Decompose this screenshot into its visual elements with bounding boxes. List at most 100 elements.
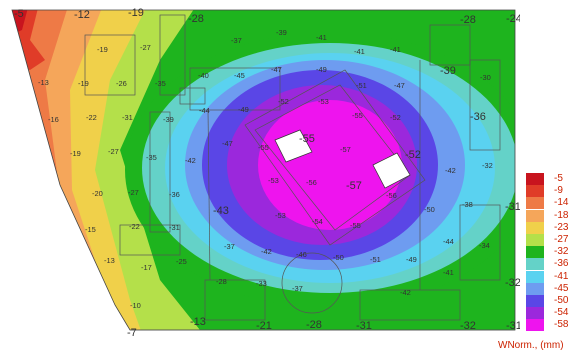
contour-value-label: -49 (316, 65, 327, 74)
contour-value-label: -51 (370, 255, 381, 264)
contour-labels: -5 -12 -19 -28 -28 -24 -13 -19 -27 -19 -26 -35 -37 -3… (14, 7, 520, 339)
legend-swatch (526, 307, 544, 320)
contour-value-label: -50 (333, 253, 344, 262)
contour-value-label: -43 (213, 205, 229, 217)
legend-entry: -45 (524, 282, 572, 295)
contour-value-label: -12 (74, 9, 90, 21)
opening-right (372, 152, 411, 189)
contour-value-label: -42 (261, 247, 272, 256)
legend-entry: -9 (524, 184, 572, 198)
openings (274, 129, 411, 189)
contour-value-label: -26 (116, 79, 127, 88)
contour-value-label: -53 (268, 176, 279, 185)
contour-value-label: -19 (128, 7, 144, 19)
contour-value-label: -21 (256, 320, 272, 332)
contour-value-label: -55 (299, 133, 315, 145)
contour-value-label: -56 (386, 191, 397, 200)
contour-value-label: -41 (390, 45, 401, 54)
structural-lines (84, 14, 515, 331)
contour-value-label: -31 (506, 320, 520, 332)
contour-value-label: -41 (316, 33, 327, 42)
contour-value-label: -46 (296, 250, 307, 259)
contour-value-label: -57 (346, 180, 362, 192)
legend-unit: WNorm., (mm) (498, 340, 564, 351)
contour-value-label: -31 (169, 223, 180, 232)
contour-value-label: -36 (470, 111, 486, 123)
legend-swatch (526, 246, 544, 259)
legend-entry: -5 (524, 172, 572, 185)
contour-value-label: -37 (292, 284, 303, 293)
contour-value-label: -41 (354, 47, 365, 56)
legend-entry: -54 (524, 306, 572, 320)
contour-value-label: -49 (238, 105, 249, 114)
contour-value-label: -13 (38, 78, 49, 87)
contour-value-label: -27 (140, 43, 151, 52)
legend-label: -23 (554, 221, 569, 233)
contour-value-label: -28 (460, 14, 476, 26)
legend-label: -14 (554, 197, 569, 209)
legend-entry: -32 (524, 245, 572, 259)
contour-value-label: -52 (390, 113, 401, 122)
legend-label: -58 (554, 319, 569, 331)
contour-value-label: -30 (480, 73, 491, 82)
contour-value-label: -39 (276, 28, 287, 37)
legend-swatch (526, 319, 544, 332)
legend-entry: -23 (524, 221, 572, 234)
contour-value-label: -52 (278, 97, 289, 106)
contour-value-label: -32 (460, 320, 476, 332)
legend-label: -54 (554, 307, 569, 319)
contour-value-label: -28 (306, 319, 322, 331)
contour-value-label: -32 (505, 277, 520, 289)
contour-value-label: -41 (443, 268, 454, 277)
contour-value-label: -53 (275, 211, 286, 220)
contour-value-label: -24 (506, 13, 520, 25)
legend-swatch (526, 282, 544, 295)
contour-value-label: -44 (199, 106, 210, 115)
contour-value-label: -15 (85, 225, 96, 234)
contour-value-label: -55 (352, 111, 363, 120)
contour-value-label: -42 (185, 156, 196, 165)
contour-value-label: -16 (48, 115, 59, 124)
legend-swatch (526, 221, 544, 234)
contour-value-label: -31 (356, 320, 372, 332)
contour-value-label: -33 (256, 279, 267, 288)
contour-value-label: -42 (445, 166, 456, 175)
contour-map: -5 -12 -19 -28 -28 -24 -13 -19 -27 -19 -26 -35 -37 -3… (11, 7, 520, 339)
legend-entry: -14 (524, 196, 572, 210)
legend-label: -32 (554, 246, 569, 258)
contour-value-label: -13 (190, 316, 206, 328)
contour-value-label: -19 (78, 79, 89, 88)
contour-value-label: -57 (340, 145, 351, 154)
legend-label: -41 (554, 270, 569, 282)
contour-value-label: -10 (130, 301, 141, 310)
legend-entry: -36 (524, 257, 572, 271)
contour-value-label: -17 (141, 263, 152, 272)
contour-value-label: -47 (394, 81, 405, 90)
legend-swatch (526, 197, 544, 210)
contour-value-label: -50 (424, 205, 435, 214)
legend-entry: -50 (524, 294, 572, 307)
legend-swatch (526, 234, 544, 246)
contour-value-label: -39 (440, 65, 456, 77)
contour-value-label: -42 (400, 288, 411, 297)
legend-swatch (526, 185, 544, 198)
contour-value-label: -47 (271, 65, 282, 74)
contour-value-label: -53 (318, 97, 329, 106)
contour-value-label: -28 (188, 13, 204, 25)
legend-label: -45 (554, 282, 569, 294)
contour-value-label: -35 (155, 79, 166, 88)
contour-value-label: -25 (176, 257, 187, 266)
contour-value-label: -22 (129, 222, 140, 231)
legend-label: -27 (554, 234, 569, 245)
contour-value-label: -5 (14, 8, 24, 20)
contour-value-label: -54 (312, 217, 323, 226)
contour-value-label: -49 (406, 255, 417, 264)
contour-value-label: -56 (306, 178, 317, 187)
legend-entry: -41 (524, 270, 572, 283)
contour-value-label: -37 (224, 242, 235, 251)
contour-value-label: -27 (108, 147, 119, 156)
legend-label: -18 (554, 209, 569, 221)
contour-value-label: -47 (222, 139, 233, 148)
legend-entry: -58 (524, 318, 572, 332)
contour-value-label: -19 (97, 45, 108, 54)
